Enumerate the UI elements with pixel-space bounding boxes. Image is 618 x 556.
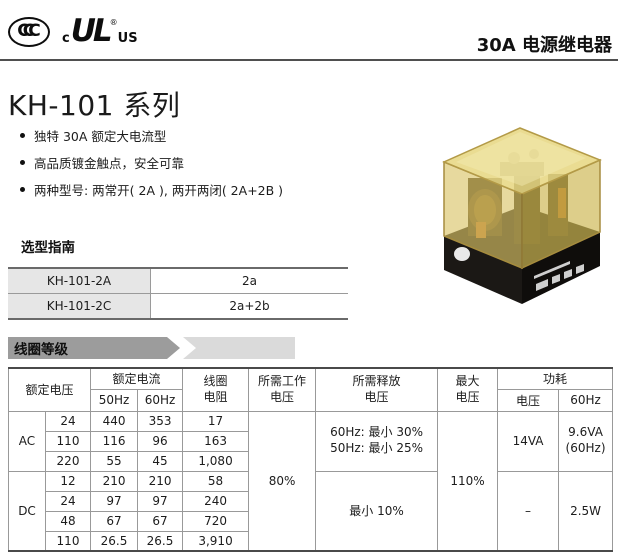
header-power-consumption: 功耗: [497, 367, 614, 390]
selection-guide-table: KH-101-2A 2a KH-101-2C 2a+2b: [8, 267, 348, 320]
value-cell: 116: [90, 430, 139, 452]
contacts-cell: 2a+2b: [150, 293, 348, 319]
series-heading: KH-101 系列: [8, 89, 181, 122]
value-cell: 12: [44, 470, 92, 492]
page-title: 30A 电源继电器: [476, 35, 612, 56]
value-cell: 67: [137, 510, 184, 532]
value-cell: 48: [44, 510, 92, 532]
ribbon-dark-segment: 线圈等级: [8, 337, 180, 359]
selection-row: KH-101-2A 2a: [8, 267, 348, 294]
header-power-60hz: 60Hz: [558, 388, 614, 412]
value-cell: 210: [137, 470, 184, 492]
value-cell: 24: [44, 410, 92, 432]
model-cell: KH-101-2A: [8, 267, 151, 294]
value-cell: 163: [182, 430, 250, 452]
value-cell: 97: [90, 490, 139, 512]
header-rated-voltage: 额定电压: [7, 367, 92, 412]
bullet-dot-icon: [20, 186, 25, 192]
value-cell: 240: [182, 490, 250, 512]
coil-data-row: AC 24 440 353 17 80% 60Hz: 最小 30% 50Hz: …: [8, 410, 614, 552]
feature-item: 高品质镀金触点，安全可靠: [20, 155, 283, 171]
header-release-voltage: 所需释放 电压: [315, 367, 439, 412]
feature-text: 两种型号: 两常开( 2A ), 两开两闭( 2A+2B ): [34, 182, 284, 198]
power-voltage-dc-cell: –: [497, 470, 560, 552]
coil-data-row: 48 67 67 720: [9, 510, 613, 532]
selection-guide-heading: 选型指南: [21, 240, 75, 256]
value-cell: 3,910: [182, 530, 250, 552]
value-cell: 110: [44, 530, 92, 552]
contacts-cell: 2a: [150, 267, 348, 294]
header-power-voltage: 电压: [497, 388, 560, 412]
header-coil-resistance: 线圈 电阻: [182, 367, 250, 412]
value-cell: 96: [137, 430, 184, 452]
header-50hz: 50Hz: [90, 388, 139, 412]
product-photo: [442, 127, 602, 304]
value-cell: 26.5: [90, 530, 139, 552]
power-60hz-ac-cell: 9.6VA (60Hz): [558, 410, 614, 472]
value-cell: 353: [137, 410, 184, 432]
coil-rating-table: 额定电压 额定电流 线圈 电阻 所需工作 电压 所需释放 电压 最大 电压 功耗…: [7, 367, 614, 552]
value-cell: 220: [44, 450, 92, 472]
ribbon-light-segment: [183, 337, 295, 359]
certification-logos: CCC c UL ® US: [8, 16, 138, 47]
coil-header-row: 额定电压 额定电流 线圈 电阻 所需工作 电压 所需释放 电压 最大 电压 功耗: [7, 367, 614, 412]
header-max-voltage: 最大 电压: [437, 367, 499, 412]
ccc-letters: CCC: [17, 21, 41, 41]
header-operate-voltage: 所需工作 电压: [248, 367, 317, 412]
coil-data-row: DC 12 210 210 58 最小 10% – 2.5W: [8, 470, 614, 552]
coil-section-heading: 线圈等级: [14, 342, 68, 358]
model-cell: KH-101-2C: [8, 293, 151, 319]
header-60hz: 60Hz: [137, 388, 184, 412]
power-60hz-dc-cell: 2.5W: [558, 470, 614, 552]
feature-text: 高品质镀金触点，安全可靠: [34, 155, 185, 171]
bullet-dot-icon: [20, 159, 25, 165]
value-cell: 1,080: [182, 450, 250, 472]
ul-mark-icon: UL: [70, 13, 113, 49]
value-cell: 110: [44, 430, 92, 452]
group-label-ac: AC: [8, 410, 46, 472]
bullet-dot-icon: [20, 132, 25, 138]
coil-data-row: 110 26.5 26.5 3,910: [9, 530, 613, 552]
coil-section-ribbon: 线圈等级: [8, 337, 348, 359]
value-cell: 17: [182, 410, 250, 432]
ul-us-suffix: US: [117, 31, 138, 46]
coil-subheader-row: 50Hz 60Hz 电压 60Hz: [9, 388, 614, 412]
power-voltage-ac-cell: 14VA: [497, 410, 560, 472]
value-cell: 55: [90, 450, 139, 472]
value-cell: 720: [182, 510, 250, 532]
header-divider: [0, 59, 618, 61]
cul-us-certification-icon: c UL ® US: [62, 16, 138, 47]
group-label-dc: DC: [8, 470, 46, 552]
ul-canada-prefix: c: [62, 31, 70, 46]
registered-trademark-symbol: ®: [109, 18, 118, 27]
value-cell: 97: [137, 490, 184, 512]
release-voltage-ac-cell: 60Hz: 最小 30% 50Hz: 最小 25%: [315, 410, 439, 472]
selection-row: KH-101-2C 2a+2b: [8, 293, 348, 319]
value-cell: 58: [182, 470, 250, 492]
value-cell: 440: [90, 410, 139, 432]
value-cell: 210: [90, 470, 139, 492]
feature-text: 独特 30A 额定大电流型: [34, 128, 167, 144]
value-cell: 67: [90, 510, 139, 532]
header-rated-current: 额定电流: [90, 367, 184, 390]
feature-item: 独特 30A 额定大电流型: [20, 128, 283, 144]
feature-item: 两种型号: 两常开( 2A ), 两开两闭( 2A+2B ): [20, 182, 284, 198]
max-voltage-cell: 110%: [437, 410, 499, 552]
release-voltage-dc-cell: 最小 10%: [315, 470, 439, 552]
value-cell: 45: [137, 450, 184, 472]
feature-list: 独特 30A 额定大电流型 高品质镀金触点，安全可靠 两种型号: 两常开( 2A…: [20, 128, 283, 209]
operate-voltage-cell: 80%: [248, 410, 317, 552]
value-cell: 26.5: [137, 530, 184, 552]
value-cell: 24: [44, 490, 92, 512]
ccc-certification-icon: CCC: [8, 16, 50, 47]
